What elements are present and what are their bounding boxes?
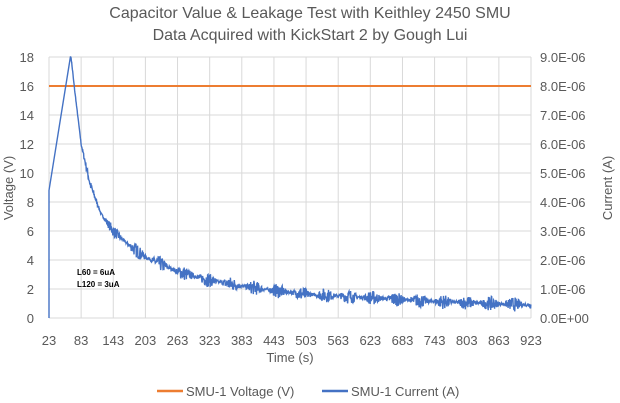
x-tick-label: 203 (135, 333, 157, 348)
x-tick-label: 143 (102, 333, 124, 348)
series (48, 56, 532, 318)
x-tick-label: 623 (359, 333, 381, 348)
x-tick-label: 863 (488, 333, 510, 348)
x-axis-ticks: 23 83 143 203 263 323 383 443 503 563 623 683 743 803… (42, 333, 542, 348)
y2-axis-label: Current (A) (600, 156, 615, 220)
legend: SMU-1 Voltage (V) SMU-1 Current (A) (157, 384, 459, 399)
x-tick-label: 563 (327, 333, 349, 348)
y-tick-label: 14 (20, 108, 34, 123)
chart-title: Capacitor Value & Leakage Test with Keit… (109, 5, 510, 22)
annotation-l60: L60 = 6uA (77, 268, 115, 277)
x-tick-label: 803 (456, 333, 478, 348)
y2-tick-label: 4.0E-06 (540, 195, 586, 210)
y-tick-label: 16 (20, 79, 34, 94)
x-tick-label: 503 (295, 333, 317, 348)
x-tick-label: 743 (424, 333, 446, 348)
series-line-current (48, 56, 532, 318)
x-tick-label: 263 (167, 333, 189, 348)
y2-tick-label: 3.0E-06 (540, 224, 586, 239)
y-tick-label: 8 (27, 195, 34, 210)
y-tick-label: 4 (27, 253, 34, 268)
x-tick-label: 443 (263, 333, 285, 348)
x-tick-label: 323 (199, 333, 221, 348)
x-tick-label: 23 (42, 333, 56, 348)
x-tick-label: 923 (520, 333, 542, 348)
y2-tick-label: 1.0E-06 (540, 282, 586, 297)
x-tick-label: 683 (392, 333, 414, 348)
y2-tick-label: 7.0E-06 (540, 108, 586, 123)
y-tick-label: 18 (20, 50, 34, 65)
y2-tick-label: 2.0E-06 (540, 253, 586, 268)
y2-tick-label: 0.0E+00 (540, 311, 589, 326)
y-tick-label: 0 (27, 311, 34, 326)
y2-axis-ticks: 0.0E+00 1.0E-06 2.0E-06 3.0E-06 4.0E-06 5.0E-… (540, 50, 589, 326)
gridlines (48, 56, 532, 319)
chart-subtitle: Data Acquired with KickStart 2 by Gough … (153, 27, 468, 44)
annotation-l120: L120 = 3uA (77, 280, 120, 289)
y2-tick-label: 5.0E-06 (540, 166, 586, 181)
x-tick-label: 83 (74, 333, 88, 348)
y-axis-ticks: 0 2 4 6 8 10 12 14 16 18 (20, 50, 34, 326)
y-tick-label: 10 (20, 166, 34, 181)
y2-tick-label: 6.0E-06 (540, 137, 586, 152)
y-axis-label: Voltage (V) (1, 156, 16, 220)
y-tick-label: 2 (27, 282, 34, 297)
legend-label-current: SMU-1 Current (A) (351, 384, 459, 399)
y2-tick-label: 9.0E-06 (540, 50, 586, 65)
y2-tick-label: 8.0E-06 (540, 79, 586, 94)
x-axis-label: Time (s) (266, 350, 313, 365)
y-tick-label: 12 (20, 137, 34, 152)
y-tick-label: 6 (27, 224, 34, 239)
legend-label-voltage: SMU-1 Voltage (V) (186, 384, 294, 399)
x-tick-label: 383 (231, 333, 253, 348)
